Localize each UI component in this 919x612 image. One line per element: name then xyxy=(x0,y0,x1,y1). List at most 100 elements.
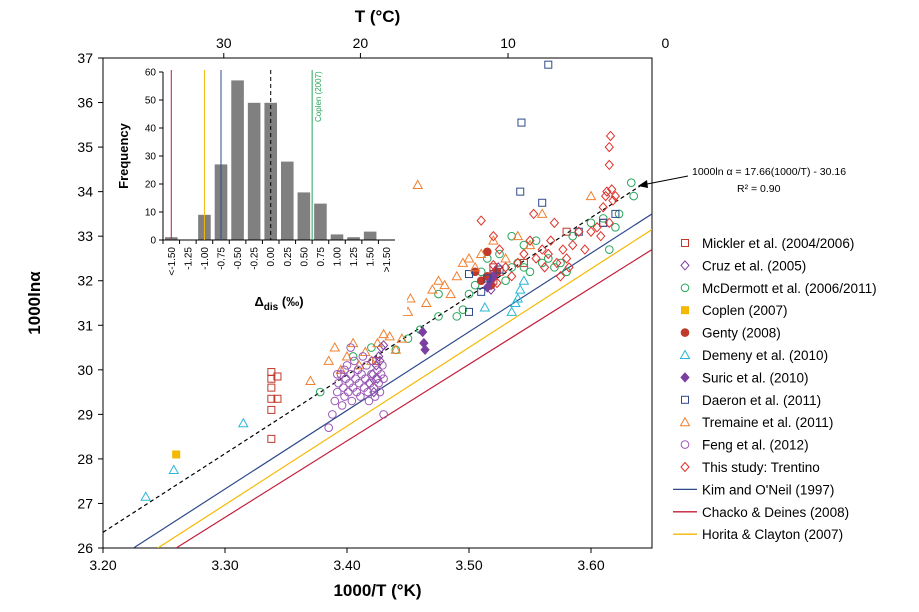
data-point xyxy=(525,267,535,277)
data-point xyxy=(372,337,383,348)
data-point xyxy=(599,218,608,227)
histogram-bar xyxy=(363,231,377,240)
data-point xyxy=(611,209,620,218)
data-point xyxy=(518,275,530,285)
data-point xyxy=(604,141,614,153)
data-point xyxy=(483,247,492,257)
data-point xyxy=(514,284,526,294)
inset-x-axis-title: Δdis (‰) xyxy=(254,294,303,313)
data-point xyxy=(362,361,371,370)
data-point xyxy=(602,186,612,197)
data-point xyxy=(347,337,359,348)
data-point xyxy=(379,374,388,384)
data-point xyxy=(378,328,389,339)
y-tick-label: 35 xyxy=(77,139,93,155)
data-point xyxy=(367,369,376,379)
data-point xyxy=(611,222,620,232)
inset-y-tick-label: 0 xyxy=(150,236,156,247)
data-point xyxy=(512,293,524,303)
data-point xyxy=(483,274,492,283)
data-point xyxy=(350,356,359,366)
data-point xyxy=(586,218,596,228)
data-point xyxy=(267,394,276,403)
legend-marker xyxy=(680,328,690,337)
data-point xyxy=(361,374,370,384)
data-point xyxy=(342,361,352,370)
inset-x-tick-label: 0.00 xyxy=(266,247,277,267)
data-point xyxy=(488,259,499,271)
histogram-bar xyxy=(231,80,244,241)
legend-marker xyxy=(681,395,689,404)
legend-marker xyxy=(680,440,690,449)
inset-vline-label: Coplen (2007) xyxy=(314,71,323,122)
data-point xyxy=(492,277,502,289)
data-point xyxy=(353,359,365,370)
inset-x-tick-label: -1.25 xyxy=(183,247,194,270)
histogram-bar xyxy=(280,161,294,240)
data-point xyxy=(359,346,371,356)
y-tick-label: 32 xyxy=(77,273,93,289)
data-point xyxy=(580,244,590,255)
inset-background xyxy=(115,60,407,315)
data-point xyxy=(439,279,450,290)
data-point xyxy=(544,60,553,69)
data-point xyxy=(512,230,524,241)
data-point xyxy=(346,369,355,379)
data-point xyxy=(528,208,539,220)
inset-y-tick-label: 20 xyxy=(145,180,157,191)
data-point xyxy=(500,252,511,263)
data-point xyxy=(555,271,566,282)
histogram-bar xyxy=(347,237,360,240)
y-tick-label: 37 xyxy=(77,50,93,66)
inset-x-tick-label: -0.75 xyxy=(217,247,228,270)
data-point xyxy=(464,289,474,299)
data-point xyxy=(544,254,553,263)
data-point xyxy=(476,276,486,286)
data-point xyxy=(479,301,491,312)
x-tick-label: 3.50 xyxy=(455,557,482,573)
y-tick-label: 30 xyxy=(77,362,93,378)
data-point xyxy=(465,270,473,279)
data-point xyxy=(330,396,340,406)
data-point xyxy=(323,355,335,365)
data-point xyxy=(465,307,473,316)
data-point xyxy=(475,248,487,258)
data-point xyxy=(519,263,529,272)
data-point xyxy=(434,312,443,321)
data-point xyxy=(452,312,462,321)
reference-line xyxy=(157,228,652,548)
legend-marker xyxy=(680,372,690,383)
data-point xyxy=(517,118,526,127)
reference-lines xyxy=(103,185,652,548)
data-point xyxy=(315,387,325,397)
data-point xyxy=(384,330,396,341)
data-point xyxy=(516,187,525,196)
top-tick-label: 10 xyxy=(500,35,516,51)
data-point xyxy=(470,280,480,290)
data-point xyxy=(237,417,249,428)
legend-marker xyxy=(680,283,690,293)
data-point xyxy=(403,334,413,343)
data-point xyxy=(537,258,547,268)
reference-line xyxy=(133,213,652,548)
inset-x-tick-label: 1.25 xyxy=(349,247,360,267)
inset-x-tick-label: 1.00 xyxy=(333,247,344,267)
data-point xyxy=(370,392,380,401)
data-point xyxy=(433,275,444,285)
data-point xyxy=(332,387,342,397)
legend-marker xyxy=(679,416,691,427)
data-point xyxy=(507,271,517,282)
data-point xyxy=(605,130,616,142)
data-point xyxy=(420,344,430,356)
inset-x-tick-label: 0.50 xyxy=(299,247,310,267)
regression-line xyxy=(103,185,641,533)
data-point xyxy=(525,235,535,246)
inset-y-axis-title: Frequency xyxy=(116,122,131,189)
y-tick-label: 36 xyxy=(77,95,93,111)
data-point xyxy=(531,253,541,264)
data-point xyxy=(585,190,597,201)
data-point xyxy=(347,396,357,406)
data-point xyxy=(488,230,499,242)
